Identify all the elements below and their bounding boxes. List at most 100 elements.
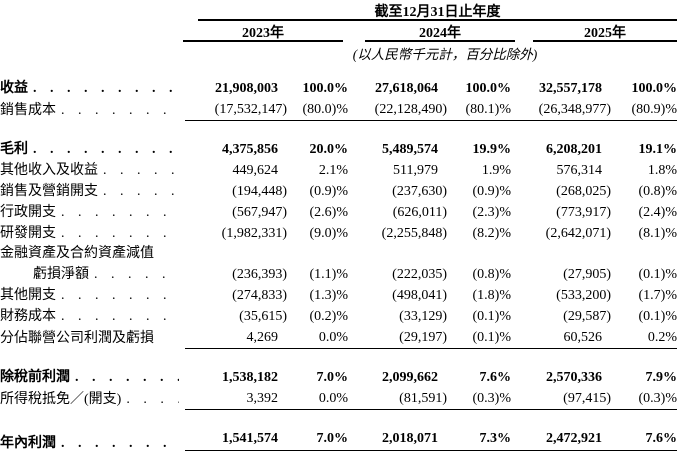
row-label-cell: 其他收入及收益 (0, 160, 185, 181)
percent-cell: (0.1)% (447, 327, 511, 349)
dot-leader (94, 264, 179, 285)
amount-cell: (194,448) (185, 181, 287, 202)
row-label: 除稅前利潤 (0, 370, 70, 385)
cell-value: 511,979 (393, 163, 438, 178)
cell-value: (268,025) (556, 184, 611, 199)
cell-value: (0.1)% (472, 309, 512, 324)
percent-cell (287, 244, 348, 264)
percent-cell: 2.1% (287, 160, 348, 181)
cell-value: (0.9)% (472, 184, 512, 199)
cell-value: 27,618,064 (375, 81, 438, 96)
percent-cell: (80.1)% (447, 99, 511, 121)
amount-cell: (237,630) (348, 181, 447, 202)
cell-value: (80.1)% (465, 102, 512, 117)
percent-cell: (80.0)% (287, 99, 348, 121)
cell-value: 1,538,182 (222, 370, 278, 385)
year-header-2023: 2023年 (242, 26, 284, 41)
amount-cell (511, 244, 611, 264)
percent-cell: 7.0% (287, 367, 349, 388)
cell-value: 2,099,662 (382, 370, 438, 385)
cell-value: (567,947) (232, 205, 287, 220)
cell-value: 32,557,178 (539, 81, 602, 96)
amount-cell: (236,393) (185, 264, 287, 285)
percent-cell: (2.4)% (611, 202, 678, 223)
cell-value: 2,018,071 (382, 431, 438, 446)
cell-value: (0.1)% (638, 267, 678, 282)
table-row: 銷售成本 (17,532,147) (80.0)% (22,128,490) (80.1… (0, 99, 677, 121)
cell-value: (35,615) (239, 309, 287, 324)
row-label: 毛利 (0, 142, 28, 157)
table-row: 分佔聯營公司利潤及虧損 4,269 0.0% (29,197) (0.1)% 60,526… (0, 327, 677, 349)
cell-value: 0.0% (318, 391, 348, 406)
amount-cell: (773,917) (511, 202, 611, 223)
row-label-cell: 分佔聯營公司利潤及虧損 (0, 327, 185, 349)
amount-cell: (567,947) (185, 202, 287, 223)
dot-leader (126, 389, 179, 410)
cell-value: (9.0)% (309, 226, 349, 241)
cell-value: 6,208,201 (546, 142, 602, 157)
cell-value: (29,197) (399, 330, 447, 345)
cell-value: (222,035) (392, 267, 447, 282)
row-label-cell: 收益 (0, 78, 185, 99)
row-label-cell: 研發開支 (0, 223, 185, 244)
cell-value: 4,375,856 (222, 142, 278, 157)
amount-cell: 1,538,182 (185, 367, 287, 388)
header-top-rule (198, 19, 677, 21)
cell-value: (1.7)% (638, 288, 678, 303)
amount-cell: 449,624 (185, 160, 287, 181)
row-label: 收益 (0, 81, 28, 96)
percent-cell (447, 244, 511, 264)
year-header-2025: 2025年 (584, 26, 626, 41)
amount-cell: (533,200) (511, 285, 611, 306)
amount-cell: (2,255,848) (348, 223, 447, 244)
amount-cell: (33,129) (348, 306, 447, 327)
cell-value: 1.9% (481, 163, 511, 178)
table-row: 行政開支 (567,947) (2.6)% (626,011) (2.3)% (773,9… (0, 202, 677, 223)
cell-value: 19.1% (638, 142, 678, 157)
row-label-cell: 所得稅抵免／(開支) (0, 388, 185, 410)
cell-value: (0.1)% (638, 309, 678, 324)
row-label-cell: 毛利 (0, 139, 185, 160)
cell-value: (626,011) (392, 205, 447, 220)
cell-value: (236,393) (232, 267, 287, 282)
table-row: 銷售及營銷開支 (194,448) (0.9)% (237,630) (0.9)% (26… (0, 181, 677, 202)
cell-value: (27,905) (563, 267, 611, 282)
amount-cell: (81,591) (348, 388, 447, 410)
amount-cell: 27,618,064 (348, 78, 447, 99)
amount-cell: 6,208,201 (511, 139, 611, 160)
year-rule-2024 (365, 40, 515, 42)
cell-value: 100.0% (302, 81, 349, 96)
cell-value: (0.2)% (309, 309, 349, 324)
spacer-row (0, 410, 677, 428)
amount-cell: 5,489,574 (348, 139, 447, 160)
amount-cell: (1,982,331) (185, 223, 287, 244)
cell-value: 100.0% (465, 81, 512, 96)
cell-value: 19.9% (472, 142, 512, 157)
amount-cell (348, 244, 447, 264)
amount-cell: (26,348,977) (511, 99, 611, 121)
percent-cell: (8.1)% (611, 223, 678, 244)
spacer-row (0, 121, 677, 139)
cell-value: 3,392 (246, 391, 279, 406)
spacer-row (0, 349, 677, 367)
row-label: 金融資產及合約資產減值 (0, 246, 154, 261)
spacer-cell (0, 121, 677, 139)
cell-value: 1.8% (647, 163, 677, 178)
amount-cell: (222,035) (348, 264, 447, 285)
amount-cell: (2,642,071) (511, 223, 611, 244)
row-label-cell: 財務成本 (0, 306, 185, 327)
amount-cell: (268,025) (511, 181, 611, 202)
table-row: 收益 21,908,003 100.0% 27,618,064 100.0% 32,557… (0, 78, 677, 99)
cell-value: 576,314 (556, 163, 603, 178)
percent-cell: (9.0)% (287, 223, 349, 244)
financial-table-body: 收益 21,908,003 100.0% 27,618,064 100.0% 32,557… (0, 78, 677, 451)
amount-cell: (29,197) (348, 327, 447, 349)
cell-value: (194,448) (232, 184, 287, 199)
cell-value: (80.9)% (631, 102, 678, 117)
spacer-cell (0, 410, 677, 428)
cell-value: (0.9)% (309, 184, 349, 199)
row-label-cell: 行政開支 (0, 202, 185, 223)
cell-value: 20.0% (309, 142, 349, 157)
row-label: 其他收入及收益 (0, 163, 98, 178)
